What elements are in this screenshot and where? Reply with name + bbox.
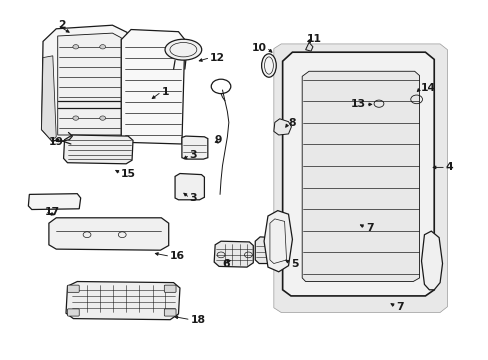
Text: 2: 2 xyxy=(58,20,65,30)
FancyBboxPatch shape xyxy=(164,285,176,292)
Text: 3: 3 xyxy=(189,150,197,160)
Polygon shape xyxy=(214,241,253,267)
Circle shape xyxy=(73,45,79,49)
Polygon shape xyxy=(41,25,127,144)
Text: 3: 3 xyxy=(189,193,197,203)
Polygon shape xyxy=(421,231,442,290)
Text: 7: 7 xyxy=(395,302,403,312)
Text: 6: 6 xyxy=(222,258,230,269)
Polygon shape xyxy=(305,42,312,51)
Text: 4: 4 xyxy=(445,162,453,172)
Ellipse shape xyxy=(164,39,201,60)
Polygon shape xyxy=(273,44,447,312)
Polygon shape xyxy=(49,218,168,250)
Text: 17: 17 xyxy=(45,207,60,217)
Text: 1: 1 xyxy=(161,87,168,97)
Polygon shape xyxy=(282,52,433,296)
Circle shape xyxy=(100,116,105,120)
Polygon shape xyxy=(121,30,184,144)
Circle shape xyxy=(73,116,79,120)
Text: 11: 11 xyxy=(306,34,322,44)
Polygon shape xyxy=(28,194,81,210)
Polygon shape xyxy=(302,71,419,282)
Text: 13: 13 xyxy=(350,99,365,109)
FancyBboxPatch shape xyxy=(164,309,176,316)
Text: 7: 7 xyxy=(365,222,373,233)
Text: 5: 5 xyxy=(290,258,298,269)
Text: 15: 15 xyxy=(121,168,136,179)
Circle shape xyxy=(100,45,105,49)
Polygon shape xyxy=(175,174,204,200)
Polygon shape xyxy=(63,135,133,164)
Text: 10: 10 xyxy=(251,42,266,53)
Text: 12: 12 xyxy=(210,53,225,63)
Polygon shape xyxy=(58,33,121,135)
FancyBboxPatch shape xyxy=(67,309,79,316)
Polygon shape xyxy=(41,56,56,140)
FancyBboxPatch shape xyxy=(67,285,79,292)
Text: 18: 18 xyxy=(190,315,205,325)
Text: 14: 14 xyxy=(420,83,435,93)
Polygon shape xyxy=(66,282,180,320)
Text: 19: 19 xyxy=(49,137,64,147)
Ellipse shape xyxy=(261,54,276,77)
Polygon shape xyxy=(273,119,291,135)
Text: 8: 8 xyxy=(288,118,295,128)
Polygon shape xyxy=(182,136,207,159)
Polygon shape xyxy=(264,211,292,272)
Text: 16: 16 xyxy=(170,251,185,261)
Polygon shape xyxy=(255,237,276,264)
Text: 9: 9 xyxy=(214,135,221,145)
